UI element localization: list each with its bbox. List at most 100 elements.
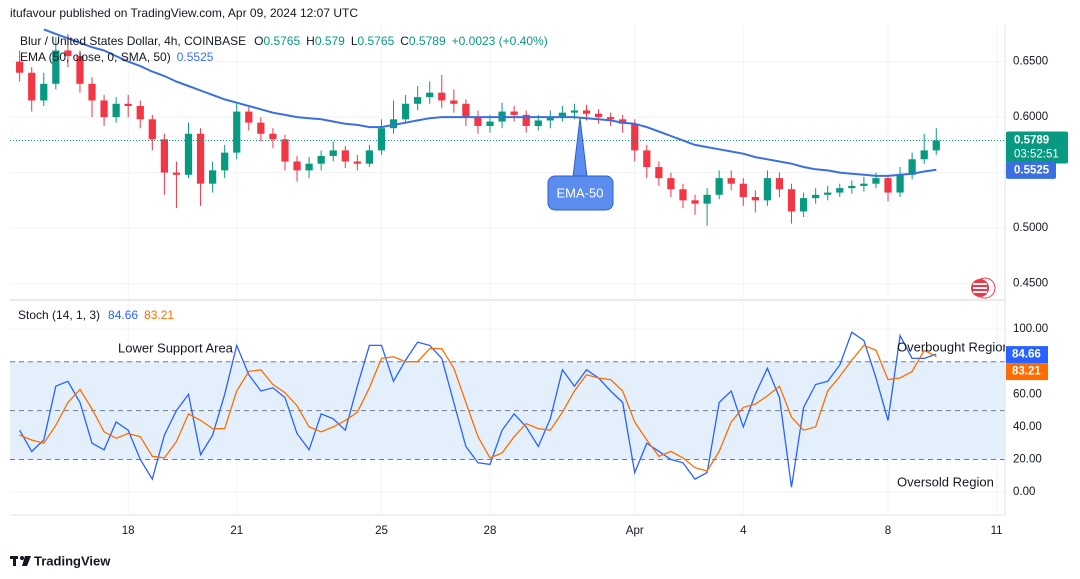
marks — [10, 28, 1005, 488]
y-tick-label: 60.00 — [1013, 388, 1042, 400]
candle-body — [209, 170, 217, 184]
stoch-line — [19, 331, 937, 488]
candle-body — [799, 198, 808, 212]
ema-label-box — [1006, 161, 1056, 179]
x-tick-label: 4 — [740, 525, 747, 537]
footer-brand: TradingView — [34, 553, 111, 568]
candle-body — [112, 103, 120, 118]
legend-label: L — [351, 34, 358, 48]
y-tick-label: 0.5000 — [1013, 222, 1048, 234]
legend-value: 84.66 — [108, 308, 138, 322]
candle-body — [233, 111, 241, 153]
candle-body — [88, 83, 96, 101]
candle-body — [353, 161, 361, 164]
candle-body — [812, 194, 820, 199]
candle-body — [317, 155, 325, 164]
candle-body — [124, 103, 132, 107]
y-tick-label: 0.6500 — [1013, 56, 1048, 68]
candle-body — [607, 117, 615, 120]
candle-body — [896, 174, 904, 193]
candle-body — [160, 139, 168, 173]
candle-body — [920, 150, 928, 160]
candle-body — [269, 133, 277, 140]
legend-label: H — [306, 34, 315, 48]
candle-body — [16, 61, 24, 73]
candle-body — [221, 152, 229, 171]
candle-body — [691, 200, 699, 204]
candle-body — [377, 128, 386, 151]
legend-value: 0.5765 — [263, 34, 300, 48]
legend-title: Stoch (14, 1, 3) — [18, 308, 100, 322]
callout-text: EMA-50 — [557, 185, 604, 200]
candle-body — [245, 111, 253, 123]
x-tick-label: Apr — [626, 525, 644, 537]
legend-value: 0.5765 — [358, 34, 395, 48]
stoch-line — [19, 344, 937, 472]
candle-body — [824, 192, 832, 195]
candle-body — [594, 113, 603, 118]
candle-body — [281, 139, 289, 162]
legend-ema-value: 0.5525 — [177, 50, 214, 64]
candle-body — [52, 50, 60, 84]
y-tick-label: 0.6000 — [1013, 111, 1048, 123]
brand-logo — [10, 556, 31, 566]
header-text: itufavour published on TradingView.com, … — [10, 6, 358, 20]
legend-value: 0.5789 — [409, 34, 446, 48]
ema-line — [43, 28, 937, 177]
x-tick-label: 8 — [885, 525, 891, 537]
flag-icon — [971, 277, 996, 299]
annotation: Lower Support Area — [118, 340, 234, 355]
legend-title: Blur / United States Dollar, 4h, COINBAS… — [20, 34, 246, 48]
stoch-label-box — [1006, 346, 1048, 364]
candle-body — [100, 100, 108, 118]
legend-value: 0.579 — [315, 34, 345, 48]
candle-body — [28, 72, 36, 101]
candle-body — [510, 111, 518, 115]
candle-body — [703, 194, 711, 204]
candle-body — [196, 133, 205, 184]
y-tick-label: 0.4500 — [1013, 278, 1048, 290]
candle-body — [148, 119, 156, 140]
x-tick-label: 11 — [991, 525, 1003, 537]
axis-labels: 0.45000.50000.55000.60000.65000.578903:5… — [122, 56, 1068, 537]
countdown: 03:52:51 — [1014, 149, 1059, 161]
candle-body — [64, 50, 72, 57]
y-tick-label: 20.00 — [1013, 454, 1042, 466]
candle-body — [329, 150, 337, 156]
candle-body — [884, 178, 892, 193]
y-tick-label: 100.00 — [1013, 323, 1048, 335]
candle-body — [40, 83, 48, 101]
candle-body — [172, 172, 181, 175]
candle-body — [836, 188, 844, 193]
legend-label: C — [400, 34, 409, 48]
candle-body — [365, 150, 374, 164]
legend: Blur / United States Dollar, 4h, COINBAS… — [18, 34, 548, 322]
candle-body — [450, 100, 458, 104]
candle-body — [631, 123, 639, 151]
candle-body — [908, 159, 916, 175]
candle-body — [341, 150, 349, 162]
candle-body — [414, 97, 422, 104]
candle-body — [136, 106, 144, 120]
candle-body — [787, 189, 796, 212]
stoch-label: 83.21 — [1012, 366, 1041, 378]
candle-body — [474, 117, 482, 126]
candle-body — [389, 119, 398, 129]
candle-body — [727, 178, 735, 184]
candle-body — [570, 110, 579, 113]
y-tick-label: 40.00 — [1013, 421, 1042, 433]
candle-body — [522, 114, 530, 126]
candle-body — [293, 161, 301, 171]
candle-body — [932, 140, 940, 151]
candle-body — [872, 178, 880, 184]
candle-body — [534, 120, 542, 126]
clip: Overbought Region — [897, 339, 1010, 354]
candle-body — [643, 150, 651, 168]
candle-body — [582, 110, 591, 114]
price-label-box — [1006, 131, 1068, 164]
callout-box — [547, 175, 614, 211]
candle-body — [763, 178, 772, 201]
candle-body — [184, 133, 193, 175]
annotation: Overbought Region — [897, 339, 1010, 354]
